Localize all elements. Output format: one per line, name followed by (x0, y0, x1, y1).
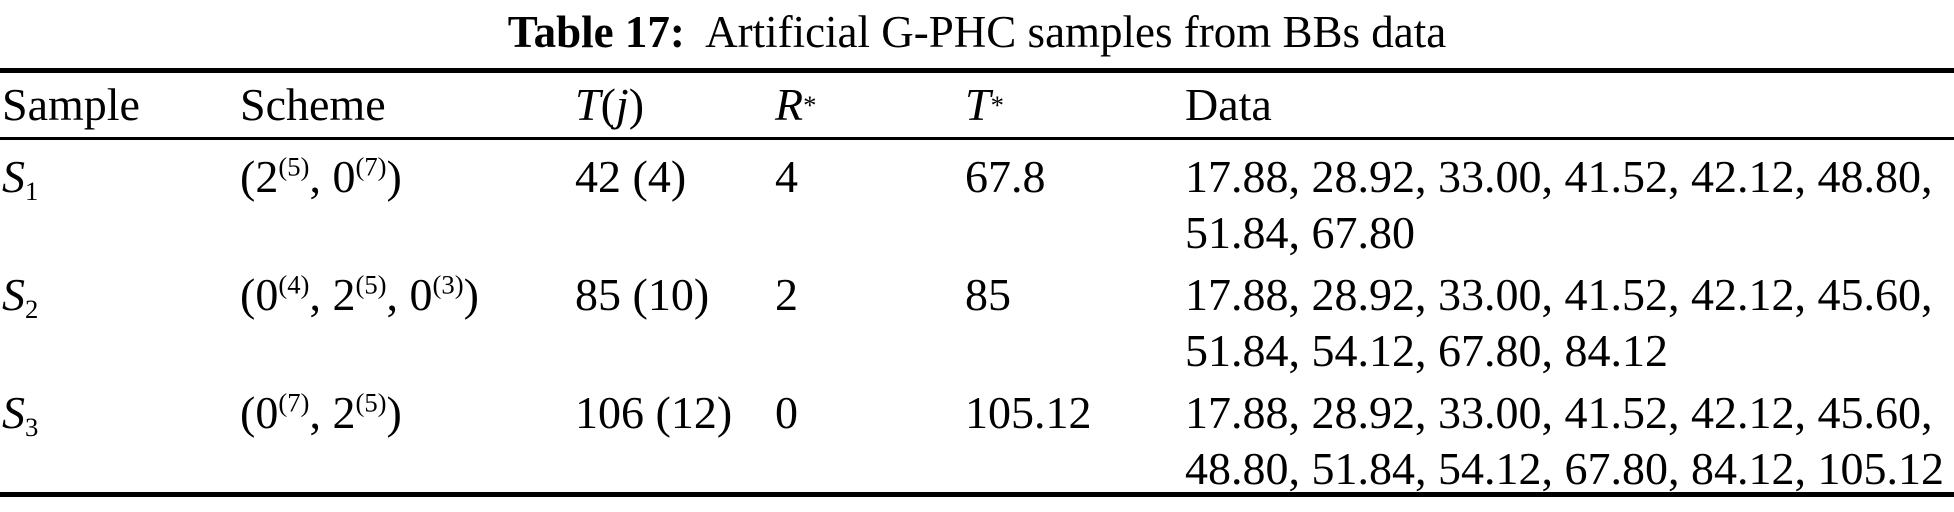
row-1-t-star: 67.8 (965, 151, 1046, 202)
table-caption-label: Table 17: (507, 7, 685, 57)
row-3-data-line-2: 48.80, 51.84, 54.12, 67.80, 84.12, 105.1… (1185, 443, 1944, 494)
row-2-t-star: 85 (965, 269, 1011, 320)
row-3-t-of-j: 106 (12) (575, 387, 733, 438)
row-2-sample-label: S2 (2, 269, 39, 324)
header-data: Data (1185, 73, 1954, 140)
row-2-data-line-2: 51.84, 54.12, 67.80, 84.12 (1185, 325, 1668, 376)
row-1-r-star: 4 (775, 151, 798, 202)
row-3-scheme: (0(7), 2(5)) (240, 387, 402, 438)
row-1-scheme: (2(5), 0(7)) (240, 151, 402, 202)
gphc-samples-table: Sample Scheme T(j) R * T * Data S1 (2(5), … (0, 68, 1954, 497)
row-3-sample-label: S3 (2, 387, 39, 442)
header-t-of-j: T(j) (575, 73, 775, 140)
row-3-t-star: 105.12 (965, 387, 1092, 438)
row-2-t-of-j: 85 (10) (575, 269, 710, 320)
row-1-sample-label: S1 (2, 151, 39, 206)
row-1-data-line-2: 51.84, 67.80 (1185, 207, 1415, 258)
row-1-data-line-1: 17.88, 28.92, 33.00, 41.52, 42.12, 48.80… (1185, 151, 1933, 202)
row-1-data: 17.88, 28.92, 33.00, 41.52, 42.12, 48.80… (1185, 140, 1954, 258)
row-2-r-star: 2 (775, 269, 798, 320)
row-2-scheme: (0(4), 2(5), 0(3)) (240, 269, 479, 320)
header-sample: Sample (0, 73, 240, 140)
row-3-data: 17.88, 28.92, 33.00, 41.52, 42.12, 45.60… (1185, 376, 1954, 494)
header-t-star: T * (965, 73, 1185, 140)
header-r-star: R * (775, 73, 965, 140)
table-caption: Table 17: Artificial G-PHC samples from B… (0, 0, 1954, 68)
row-1-t-of-j: 42 (4) (575, 151, 687, 202)
table-caption-text: Artificial G-PHC samples from BBs data (705, 7, 1447, 57)
row-2-data: 17.88, 28.92, 33.00, 41.52, 42.12, 45.60… (1185, 258, 1954, 376)
row-3-data-line-1: 17.88, 28.92, 33.00, 41.52, 42.12, 45.60… (1185, 387, 1933, 438)
row-3-r-star: 0 (775, 387, 798, 438)
header-scheme: Scheme (240, 73, 575, 140)
row-2-data-line-1: 17.88, 28.92, 33.00, 41.52, 42.12, 45.60… (1185, 269, 1933, 320)
